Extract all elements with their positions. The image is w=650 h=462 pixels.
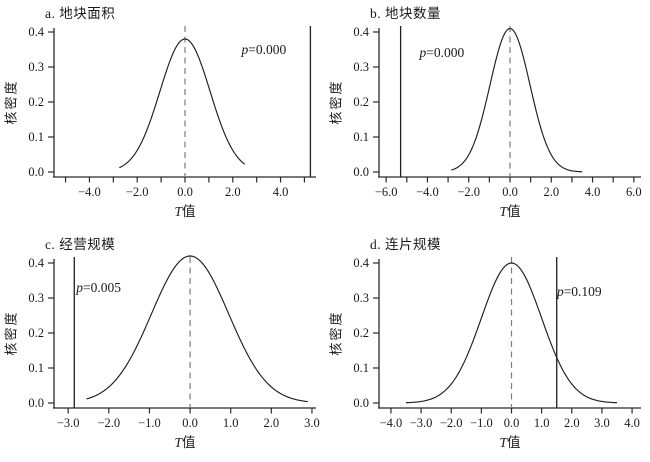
x-tick-label: 0.0 xyxy=(502,185,518,199)
p-value-label: p=0.109 xyxy=(557,284,602,300)
x-tick-label: −1.0 xyxy=(470,416,493,430)
x-tick-label: −2.0 xyxy=(440,416,463,430)
p-value-text: =0.005 xyxy=(83,279,122,295)
y-tick-label: 0.1 xyxy=(353,130,369,144)
x-axis-label-italic: T xyxy=(174,435,183,450)
panel-title-c: c. 经营规模 xyxy=(45,237,116,252)
x-tick-label: 0.0 xyxy=(182,416,198,430)
x-tick-label: −2.0 xyxy=(97,416,120,430)
y-tick-label: 0.3 xyxy=(353,291,369,305)
x-tick-label: 4.0 xyxy=(273,185,289,199)
panel-a: 0.0 0.1 0.2 0.3 0.4 −4.0 −2.0 0.0 2.0 4.0 a. 地块面积… xyxy=(0,0,325,231)
panel-title-b: b. 地块数量 xyxy=(370,6,441,21)
panel-b: 0.0 0.1 0.2 0.3 0.4 −6.0 −4.0 −2.0 0.0 2.0 4.0 6.0 … xyxy=(325,0,650,231)
x-tick-label: 4.0 xyxy=(585,185,601,199)
y-tick-label: 0.1 xyxy=(28,130,44,144)
x-tick-label: 6.0 xyxy=(626,185,642,199)
y-tick-label: 0.0 xyxy=(28,165,44,179)
x-axis-label: T值 xyxy=(499,200,520,220)
density-curve xyxy=(119,38,246,169)
p-symbol: p xyxy=(556,284,564,300)
x-tick-label: −6.0 xyxy=(375,185,398,199)
x-tick-label: −4.0 xyxy=(416,185,439,199)
y-tick-label: 0.2 xyxy=(28,95,44,109)
y-tick-label: 0.4 xyxy=(353,256,369,270)
x-tick-label: −1.0 xyxy=(138,416,161,430)
panel-title-a: a. 地块面积 xyxy=(45,6,116,21)
y-tick-label: 0.2 xyxy=(28,326,44,340)
x-tick-label: 2.0 xyxy=(225,185,241,199)
p-value-label: p=0.000 xyxy=(241,42,286,58)
y-axis-label: 核密度 xyxy=(3,310,19,356)
x-tick-label: −2.0 xyxy=(457,185,480,199)
x-tick-label: 2.0 xyxy=(543,185,559,199)
y-axis-label: 核密度 xyxy=(328,79,344,125)
y-tick-label: 0.3 xyxy=(28,291,44,305)
x-tick-label: 2.0 xyxy=(564,416,580,430)
density-curve xyxy=(406,262,618,404)
y-tick-label: 0.4 xyxy=(353,25,369,39)
x-axis-label-italic: T xyxy=(499,204,508,219)
y-tick-label: 0.2 xyxy=(353,326,369,340)
x-axis-label-rest: 值 xyxy=(182,435,196,450)
x-tick-label: 0.0 xyxy=(504,416,520,430)
x-axis-label-italic: T xyxy=(499,435,508,450)
plot-a: 0.0 0.1 0.2 0.3 0.4 −4.0 −2.0 0.0 2.0 4.0 xyxy=(28,25,316,199)
y-tick-label: 0.4 xyxy=(28,25,44,39)
x-tick-label: −3.0 xyxy=(410,416,433,430)
x-tick-label: 3.0 xyxy=(594,416,610,430)
p-symbol: p xyxy=(241,41,249,57)
x-axis-label-italic: T xyxy=(174,204,183,219)
p-value-label: p=0.005 xyxy=(76,280,121,296)
y-tick-label: 0.2 xyxy=(353,95,369,109)
y-axis-label: 核密度 xyxy=(328,310,344,356)
p-symbol: p xyxy=(76,279,84,295)
x-tick-label: 3.0 xyxy=(304,416,320,430)
p-value-label: p=0.000 xyxy=(420,45,465,61)
plot-b: 0.0 0.1 0.2 0.3 0.4 −6.0 −4.0 −2.0 0.0 2.0 4.0 6.0 xyxy=(353,25,642,199)
y-tick-label: 0.1 xyxy=(28,361,44,375)
y-tick-label: 0.3 xyxy=(353,60,369,74)
plot-d: 0.0 0.1 0.2 0.3 0.4 −4.0 −3.0 −2.0 −1.0 0.0 1.0 2.0… xyxy=(353,256,641,430)
x-axis-label: T值 xyxy=(174,200,195,220)
x-axis-label-rest: 值 xyxy=(507,435,521,450)
panel-d: 0.0 0.1 0.2 0.3 0.4 −4.0 −3.0 −2.0 −1.0 0.0 1.0 2.0… xyxy=(325,231,650,462)
x-tick-label: 2.0 xyxy=(264,416,280,430)
x-tick-label: 0.0 xyxy=(177,185,193,199)
x-tick-label: 1.0 xyxy=(534,416,550,430)
p-value-text: =0.109 xyxy=(563,284,602,300)
p-symbol: p xyxy=(419,45,427,60)
panel-c: 0.0 0.1 0.2 0.3 0.4 −3.0 −2.0 −1.0 0.0 1.0 2.0 3.0 … xyxy=(0,231,325,462)
p-value-text: =0.000 xyxy=(426,45,465,60)
x-tick-label: −3.0 xyxy=(57,416,80,430)
plot-c: 0.0 0.1 0.2 0.3 0.4 −3.0 −2.0 −1.0 0.0 1.0 2.0 3.0 xyxy=(28,255,320,430)
x-axis-label: T值 xyxy=(174,431,195,451)
x-tick-label: −2.0 xyxy=(126,185,149,199)
y-tick-label: 0.1 xyxy=(353,361,369,375)
y-tick-label: 0.0 xyxy=(353,396,369,410)
y-tick-label: 0.0 xyxy=(353,165,369,179)
panel-title-d: d. 连片规模 xyxy=(370,237,441,252)
density-curve xyxy=(451,27,583,173)
x-tick-label: −4.0 xyxy=(380,416,403,430)
x-tick-label: −4.0 xyxy=(78,185,101,199)
x-tick-label: 4.0 xyxy=(624,416,640,430)
x-tick-label: 1.0 xyxy=(223,416,239,430)
p-value-text: =0.000 xyxy=(248,41,287,57)
y-tick-label: 0.3 xyxy=(28,60,44,74)
y-tick-label: 0.4 xyxy=(28,256,44,270)
x-axis-label-rest: 值 xyxy=(507,204,521,219)
y-axis-label: 核密度 xyxy=(3,79,19,125)
y-tick-label: 0.0 xyxy=(28,396,44,410)
x-axis-label: T值 xyxy=(499,431,520,451)
x-axis-label-rest: 值 xyxy=(182,204,196,219)
density-curve xyxy=(86,255,308,403)
